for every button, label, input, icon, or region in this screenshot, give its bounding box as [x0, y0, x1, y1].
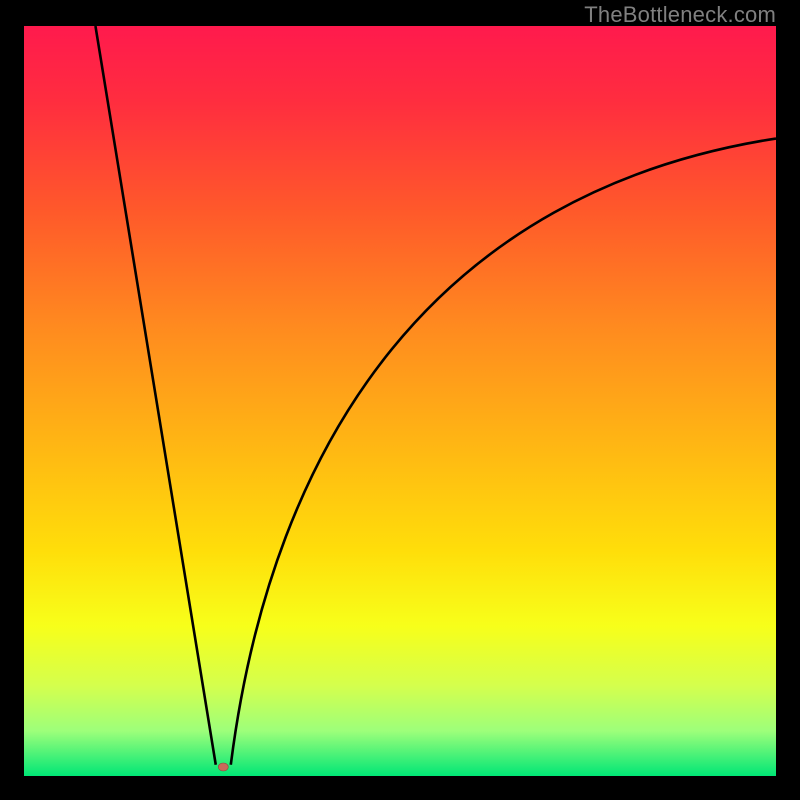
chart-svg	[24, 26, 776, 776]
watermark-text: TheBottleneck.com	[584, 2, 776, 28]
gradient-background	[24, 26, 776, 776]
plot-area	[24, 26, 776, 776]
minimum-marker	[218, 763, 228, 771]
chart-frame: TheBottleneck.com	[0, 0, 800, 800]
